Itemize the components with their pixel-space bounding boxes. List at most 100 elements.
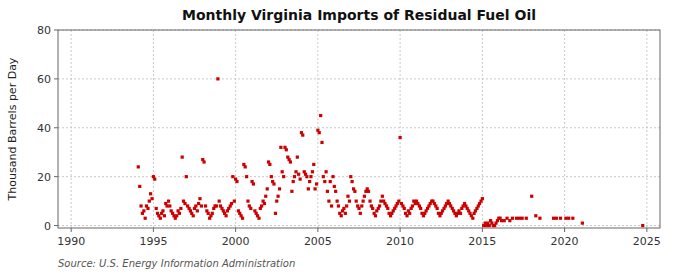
point: [374, 214, 377, 217]
point: [333, 185, 336, 188]
tick-label: 2005: [304, 235, 332, 248]
point: [323, 180, 326, 183]
point: [408, 212, 411, 215]
point: [459, 212, 462, 215]
point: [403, 207, 406, 210]
point: [244, 165, 247, 168]
point: [272, 182, 275, 185]
point: [264, 195, 267, 198]
point: [167, 200, 170, 203]
point: [153, 178, 156, 181]
point: [168, 204, 171, 207]
point: [263, 202, 266, 205]
point: [334, 190, 337, 193]
point: [318, 131, 321, 134]
point: [315, 182, 318, 185]
point: [268, 163, 271, 166]
tick-label: 40: [37, 122, 51, 135]
point: [146, 207, 149, 210]
plot-area: [58, 30, 660, 228]
tick: [564, 228, 565, 232]
axes: 0204060801990199520002005201020152020202…: [37, 24, 661, 248]
point: [330, 204, 333, 207]
point: [386, 207, 389, 210]
point: [368, 200, 371, 203]
point: [559, 217, 562, 220]
point: [322, 175, 325, 178]
point: [419, 207, 422, 210]
point: [149, 192, 152, 195]
tick-label: 80: [37, 24, 51, 37]
grid-line: [58, 225, 660, 226]
point: [350, 180, 353, 183]
point: [241, 217, 244, 220]
grid-line: [58, 127, 660, 128]
annotation: Source: U.S. Energy Information Administ…: [58, 258, 295, 269]
point: [357, 207, 360, 210]
point: [312, 163, 315, 166]
point: [564, 217, 567, 220]
point: [329, 180, 332, 183]
point: [336, 200, 339, 203]
axis-label: Thousand Barrels per Day: [6, 57, 19, 201]
point: [246, 200, 249, 203]
grid-line: [58, 176, 660, 177]
point: [161, 209, 164, 212]
point: [275, 200, 278, 203]
point: [471, 217, 474, 220]
point: [150, 197, 153, 200]
tick-label: 2015: [468, 235, 496, 248]
point: [325, 170, 328, 173]
point: [379, 200, 382, 203]
point: [260, 204, 263, 207]
point: [200, 204, 203, 207]
point: [224, 214, 227, 217]
point: [198, 197, 201, 200]
point: [165, 204, 168, 207]
point: [299, 178, 302, 181]
point: [327, 200, 330, 203]
point: [305, 175, 308, 178]
point: [362, 200, 365, 203]
point: [337, 204, 340, 207]
point: [249, 207, 252, 210]
tick: [54, 127, 58, 128]
tick: [54, 176, 58, 177]
point: [290, 190, 293, 193]
point: [270, 175, 273, 178]
point: [436, 207, 439, 210]
point: [197, 202, 200, 205]
point: [518, 217, 521, 220]
point: [411, 204, 414, 207]
point: [367, 190, 370, 193]
point: [534, 214, 537, 217]
point: [309, 175, 312, 178]
point: [538, 217, 541, 220]
tick-label: 0: [44, 220, 51, 233]
point: [196, 209, 199, 212]
point: [137, 165, 140, 168]
point: [552, 217, 555, 220]
chart: 0204060801990199520002005201020152020202…: [0, 0, 675, 275]
point: [311, 170, 314, 173]
point: [340, 214, 343, 217]
grid-line: [58, 78, 660, 79]
point: [348, 200, 351, 203]
tick-label: 20: [37, 171, 51, 184]
point: [301, 134, 304, 137]
point: [245, 175, 248, 178]
point: [202, 160, 205, 163]
tick-label: 2010: [386, 235, 414, 248]
point: [331, 175, 334, 178]
point: [178, 212, 181, 215]
points: [137, 77, 645, 227]
point: [511, 217, 514, 220]
point: [359, 212, 362, 215]
point: [289, 160, 292, 163]
point: [525, 217, 528, 220]
point: [163, 214, 166, 217]
tick: [317, 228, 318, 232]
point: [378, 204, 381, 207]
point: [320, 141, 323, 144]
point: [581, 222, 584, 225]
